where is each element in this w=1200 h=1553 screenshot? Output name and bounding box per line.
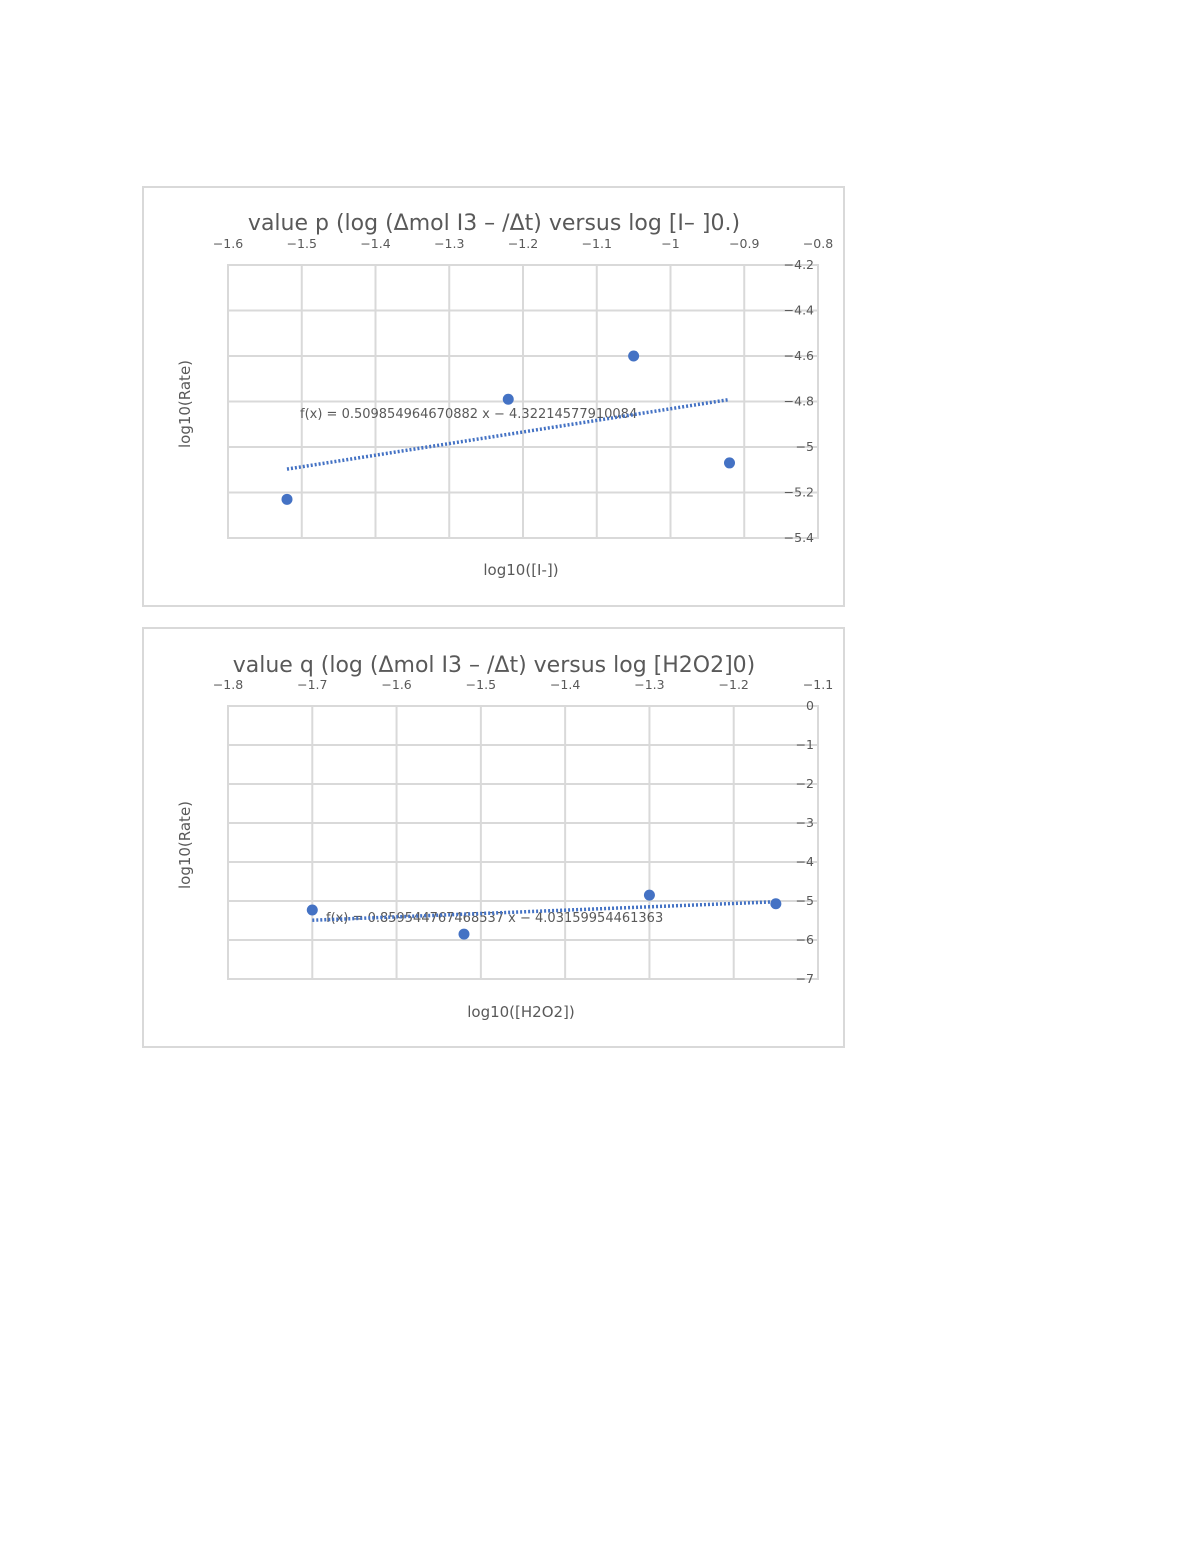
y-tick-label: −7	[796, 971, 814, 986]
chart-title: value q (log (Δmol I3 – /Δt) versus log …	[233, 653, 756, 678]
data-point	[458, 928, 470, 940]
x-tick-label: −1.5	[287, 236, 317, 251]
x-axis-title: log10([H2O2])	[467, 1003, 575, 1021]
y-tick-label: −4	[796, 854, 814, 869]
y-tick-label: −5	[796, 439, 814, 454]
data-point	[281, 493, 293, 505]
y-tick-label: −6	[796, 932, 814, 947]
trendline	[286, 397, 730, 471]
data-point	[770, 898, 782, 910]
data-point	[724, 457, 735, 469]
x-tick-label: −1.6	[381, 677, 411, 692]
x-tick-label: −1.7	[297, 677, 327, 692]
chart-q: value q (log (Δmol I3 – /Δt) versus log …	[142, 627, 845, 1048]
plot-area	[227, 705, 819, 980]
y-tick-label: −4.8	[784, 394, 814, 409]
x-tick-label: −1.4	[550, 677, 580, 692]
x-tick-label: −1.8	[213, 677, 243, 692]
y-axis-title: log10(Rate)	[176, 360, 194, 448]
x-tick-label: −1.4	[360, 236, 390, 251]
trendline-equation: f(x) = 0.859544767468537 x − 4.031599544…	[326, 911, 663, 926]
x-tick-label: −0.8	[803, 236, 833, 251]
y-tick-label: 0	[806, 698, 814, 713]
y-tick-label: −4.6	[784, 348, 814, 363]
x-tick-label: −1.3	[434, 236, 464, 251]
x-tick-label: −1.3	[634, 677, 664, 692]
y-tick-label: −4.4	[784, 303, 814, 318]
x-tick-label: −1	[661, 236, 679, 251]
y-tick-label: −5.4	[784, 530, 814, 545]
trendline	[312, 900, 776, 922]
chart-q-svg: value q (log (Δmol I3 – /Δt) versus log …	[176, 653, 833, 1021]
data-point	[502, 393, 514, 405]
data-point	[628, 350, 640, 362]
y-tick-label: −5	[796, 893, 814, 908]
x-tick-label: −1.2	[719, 677, 749, 692]
x-tick-label: −1.1	[582, 236, 612, 251]
data-point	[306, 904, 318, 916]
x-tick-label: −1.1	[803, 677, 833, 692]
x-tick-label: −1.6	[213, 236, 243, 251]
y-tick-label: −2	[796, 776, 814, 791]
chart-title: value p (log (Δmol I3 – /Δt) versus log …	[248, 211, 740, 236]
y-tick-label: −3	[796, 815, 814, 830]
data-point	[643, 889, 655, 901]
y-tick-label: −4.2	[784, 257, 814, 272]
y-tick-label: −1	[796, 737, 814, 752]
x-tick-label: −0.9	[729, 236, 759, 251]
chart-p: value p (log (Δmol I3 – /Δt) versus log …	[142, 186, 845, 607]
x-tick-label: −1.5	[466, 677, 496, 692]
y-tick-label: −5.2	[784, 485, 814, 500]
y-axis-title: log10(Rate)	[176, 801, 194, 889]
x-axis-title: log10([I-])	[483, 561, 558, 579]
x-tick-label: −1.2	[508, 236, 538, 251]
chart-p-svg: value p (log (Δmol I3 – /Δt) versus log …	[176, 211, 833, 579]
trendline-equation: f(x) = 0.509854964670882 x − 4.322145779…	[300, 407, 637, 422]
